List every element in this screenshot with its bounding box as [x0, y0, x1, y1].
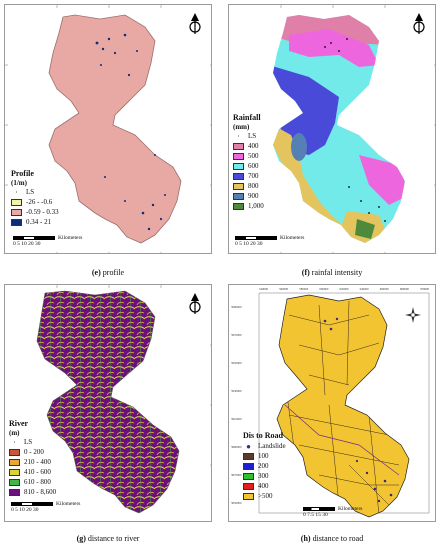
legend-swatch: [233, 153, 244, 161]
profile-legend: Profile (1/m) · LS -26 - -0.6 -0.59 - 0.3…: [11, 169, 59, 228]
legend-item: -0.59 - 0.33: [11, 208, 59, 218]
rainfall-legend: Rainfall (mm) · LS 400 500 600 700 800 90…: [233, 113, 264, 212]
legend-swatch: [243, 482, 254, 490]
scale-bar: Kilometers 0 5 10 20 30: [235, 235, 304, 247]
scale-unit: Kilometers: [56, 501, 81, 507]
legend-swatch: [9, 459, 20, 467]
legend-swatch: [233, 203, 244, 211]
legend-swatch: [233, 193, 244, 201]
legend-swatch: [233, 173, 244, 181]
legend-item: 900: [233, 192, 264, 202]
caption-road: (h) distance to road: [300, 534, 364, 543]
point-symbol-icon: ·: [237, 132, 240, 142]
scale-ticks: 0 5 10 20 30: [13, 241, 41, 247]
legend-swatch: [9, 449, 20, 457]
scale-bar: Kilometers 0 5 10 20 30: [13, 235, 82, 247]
legend-item: 1,000: [233, 202, 264, 212]
legend-item: ● Landslide: [243, 441, 286, 451]
coord-label-left: 3990000 3970000 3950000 3930000 3910000 …: [231, 305, 242, 505]
rainfall-map: [273, 5, 435, 253]
point-symbol-icon: ●: [246, 441, 251, 451]
legend-item: · LS: [9, 438, 56, 448]
point-symbol-icon: ·: [15, 188, 18, 198]
scale-ticks: 0 5 10 20 30: [11, 507, 39, 513]
river-legend: River (m) · LS 0 - 200 210 - 400 410 - 60…: [9, 419, 56, 498]
legend-item: 0 - 200: [9, 448, 56, 458]
road-legend: Dis to Road ● Landslide 100 200 300 400 >…: [243, 431, 286, 501]
scale-unit: Kilometers: [338, 506, 363, 512]
legend-swatch: [11, 209, 22, 217]
legend-item: 300: [243, 471, 286, 481]
legend-item: 700: [233, 172, 264, 182]
map-panel-profile: Profile (1/m) · LS -26 - -0.6 -0.59 - 0.3…: [4, 4, 212, 254]
map-panel-road: 540000 560000 580000 600000 620000 64000…: [228, 284, 436, 522]
legend-unit: (mm): [233, 123, 250, 131]
legend-swatch: [243, 492, 254, 500]
legend-swatch: [233, 163, 244, 171]
legend-item: 410 - 600: [9, 468, 56, 478]
caption-river: (g) distance to river: [76, 534, 140, 543]
road-map: [258, 292, 430, 518]
map-panel-rainfall: Rainfall (mm) · LS 400 500 600 700 800 90…: [228, 4, 436, 254]
profile-map: [5, 5, 211, 253]
legend-item: 500: [233, 152, 264, 162]
map-panel-river: River (m) · LS 0 - 200 210 - 400 410 - 60…: [4, 284, 212, 522]
legend-item: 400: [243, 481, 286, 491]
legend-item: 400: [233, 142, 264, 152]
legend-swatch: [233, 143, 244, 151]
legend-item: · LS: [11, 188, 59, 198]
scale-unit: Kilometers: [58, 235, 83, 241]
scale-unit: Kilometers: [280, 235, 305, 241]
legend-item: 100: [243, 451, 286, 461]
legend-item: 200: [243, 461, 286, 471]
legend-item: 800: [233, 182, 264, 192]
legend-swatch: [11, 199, 22, 207]
legend-item: 810 - 8,600: [9, 488, 56, 498]
north-arrow-icon: [189, 293, 201, 314]
legend-swatch: [9, 479, 20, 487]
legend-unit: (m): [9, 429, 20, 437]
north-arrow-icon: [413, 13, 425, 34]
legend-swatch: [11, 219, 22, 227]
legend-title: River: [9, 419, 29, 428]
legend-item: >500: [243, 491, 286, 501]
legend-title: Profile: [11, 169, 34, 178]
compass-rose-icon: [405, 307, 421, 323]
scale-bar: Kilometers 0 7.5 15 30: [303, 506, 362, 518]
scale-ticks: 0 5 10 20 30: [235, 241, 263, 247]
legend-title: Rainfall: [233, 113, 261, 122]
legend-swatch: [9, 489, 20, 497]
study-area-region: [48, 14, 182, 244]
north-arrow-icon: [189, 13, 201, 34]
legend-item: · LS: [233, 132, 264, 142]
legend-swatch: [233, 183, 244, 191]
coord-label-top: 540000 560000 580000 600000 620000 64000…: [259, 287, 429, 291]
scale-ticks: 0 7.5 15 30: [303, 512, 328, 518]
point-symbol-icon: ·: [13, 438, 16, 448]
legend-item: 610 - 800: [9, 478, 56, 488]
legend-swatch: [9, 469, 20, 477]
legend-item: 210 - 400: [9, 458, 56, 468]
legend-item: -26 - -0.6: [11, 198, 59, 208]
scale-bar: Kilometers 0 5 10 20 30: [11, 501, 80, 513]
caption-rainfall: (f) rainfal intensity: [301, 268, 363, 277]
river-map: [36, 285, 211, 514]
caption-profile: (e) profile: [91, 268, 125, 277]
legend-swatch: [243, 472, 254, 480]
legend-unit: (1/m): [11, 179, 27, 187]
legend-item: 0.34 - 21: [11, 218, 59, 228]
legend-title: Dis to Road: [243, 431, 284, 440]
legend-item: 600: [233, 162, 264, 172]
legend-swatch: [243, 452, 254, 460]
legend-swatch: [243, 462, 254, 470]
